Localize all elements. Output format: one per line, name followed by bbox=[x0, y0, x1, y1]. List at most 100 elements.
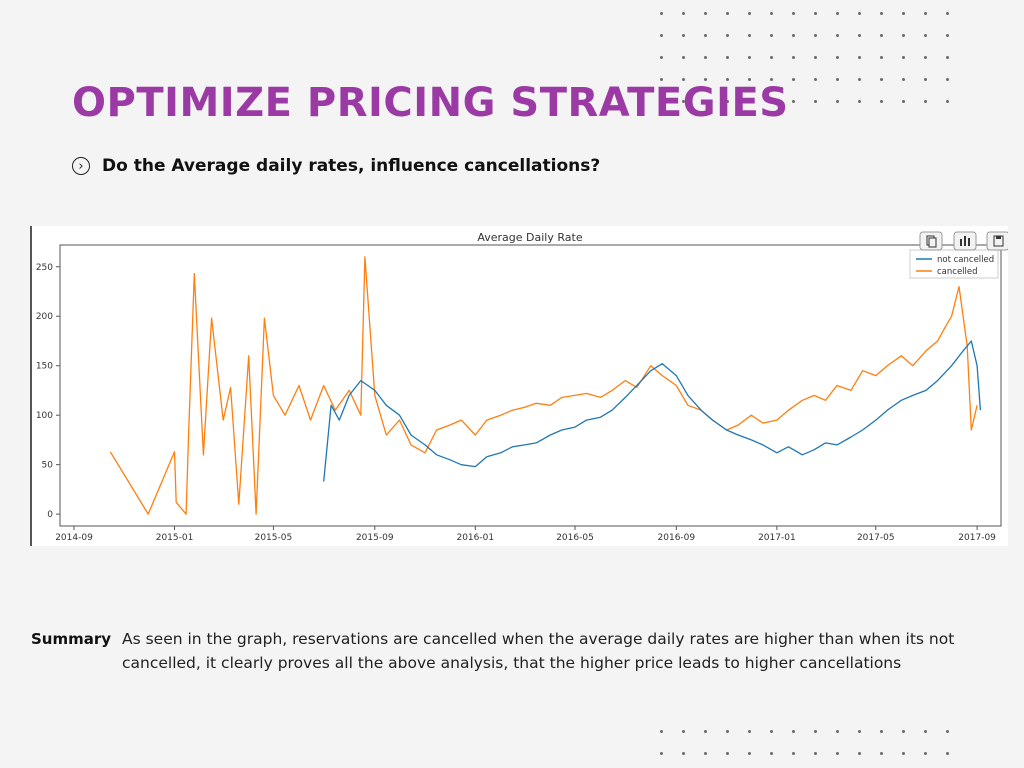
decorative-dot bbox=[748, 12, 751, 15]
decorative-dot bbox=[704, 100, 707, 103]
decorative-dot bbox=[924, 100, 927, 103]
copy-icon[interactable] bbox=[919, 231, 943, 251]
decorative-dot bbox=[924, 78, 927, 81]
decorative-dot bbox=[748, 78, 751, 81]
decorative-dot bbox=[660, 100, 663, 103]
decorative-dot bbox=[814, 752, 817, 755]
decorative-dot bbox=[726, 730, 729, 733]
decorative-dot bbox=[946, 730, 949, 733]
x-tick-label: 2016-01 bbox=[456, 533, 494, 543]
decorative-dot bbox=[858, 34, 861, 37]
decorative-dot bbox=[946, 12, 949, 15]
decorative-dot bbox=[880, 78, 883, 81]
decorative-dot bbox=[682, 752, 685, 755]
x-axis: 2014-09 2015-01 2015-05 2015-09 2016-01 2016-… bbox=[55, 526, 996, 543]
decorative-dot bbox=[880, 100, 883, 103]
decorative-dot bbox=[682, 78, 685, 81]
decorative-dot bbox=[704, 78, 707, 81]
decorative-dot bbox=[836, 78, 839, 81]
decorative-dot bbox=[814, 100, 817, 103]
decorative-dot bbox=[748, 56, 751, 59]
decorative-dot bbox=[924, 56, 927, 59]
decorative-dot bbox=[946, 100, 949, 103]
x-tick-label: 2017-09 bbox=[958, 533, 996, 543]
question-row: › Do the Average daily rates, influence … bbox=[72, 156, 600, 176]
decorative-dot bbox=[902, 752, 905, 755]
decorative-dot bbox=[726, 34, 729, 37]
save-icon[interactable] bbox=[986, 231, 1008, 251]
x-tick-label: 2017-05 bbox=[857, 533, 895, 543]
decorative-dot bbox=[660, 78, 663, 81]
decorative-dot bbox=[814, 730, 817, 733]
x-tick-label: 2015-01 bbox=[156, 533, 194, 543]
decorative-dot bbox=[880, 730, 883, 733]
decorative-dot bbox=[748, 752, 751, 755]
decorative-dot bbox=[660, 34, 663, 37]
decorative-dot bbox=[814, 12, 817, 15]
decorative-dot bbox=[660, 730, 663, 733]
decorative-dot bbox=[682, 730, 685, 733]
legend-label: cancelled bbox=[937, 267, 978, 277]
decorative-dot bbox=[880, 34, 883, 37]
decorative-dot bbox=[924, 730, 927, 733]
decorative-dot bbox=[924, 34, 927, 37]
decorative-dot bbox=[682, 34, 685, 37]
decorative-dot bbox=[704, 730, 707, 733]
decorative-dot bbox=[770, 752, 773, 755]
decorative-dot bbox=[880, 12, 883, 15]
decorative-dot bbox=[858, 12, 861, 15]
decorative-dot bbox=[902, 12, 905, 15]
chart-icon[interactable] bbox=[953, 231, 977, 251]
decorative-dot bbox=[660, 56, 663, 59]
decorative-dot bbox=[726, 78, 729, 81]
decorative-dot bbox=[704, 34, 707, 37]
x-tick-label: 2017-01 bbox=[758, 533, 796, 543]
summary-label: Summary bbox=[31, 630, 112, 648]
decorative-dot bbox=[792, 56, 795, 59]
decorative-dot bbox=[770, 12, 773, 15]
decorative-dot bbox=[946, 78, 949, 81]
decorative-dot bbox=[682, 12, 685, 15]
decorative-dot bbox=[836, 100, 839, 103]
decorative-dot bbox=[836, 12, 839, 15]
x-tick-label: 2016-09 bbox=[658, 533, 696, 543]
decorative-dot bbox=[748, 730, 751, 733]
average-daily-rate-chart: Average Daily Rate 0 50 100 150 200 250 2014-… bbox=[36, 231, 1008, 543]
y-tick-label: 150 bbox=[36, 362, 53, 372]
decorative-dot bbox=[748, 34, 751, 37]
series-line-not-cancelled bbox=[323, 340, 982, 482]
y-tick-label: 100 bbox=[36, 411, 53, 421]
decorative-dot bbox=[748, 100, 751, 103]
decorative-dot bbox=[880, 56, 883, 59]
x-tick-label: 2016-05 bbox=[556, 533, 594, 543]
decorative-dot bbox=[770, 78, 773, 81]
decorative-dot bbox=[792, 730, 795, 733]
decorative-dot bbox=[946, 56, 949, 59]
decorative-dot bbox=[902, 100, 905, 103]
chart-title: Average Daily Rate bbox=[477, 231, 582, 244]
y-tick-label: 0 bbox=[47, 510, 53, 520]
x-tick-label: 2014-09 bbox=[55, 533, 93, 543]
decorative-dot bbox=[726, 100, 729, 103]
decorative-dot bbox=[814, 34, 817, 37]
decorative-dot bbox=[858, 78, 861, 81]
x-tick-label: 2015-09 bbox=[356, 533, 394, 543]
decorative-dot bbox=[902, 78, 905, 81]
series-layer bbox=[109, 256, 982, 515]
decorative-dot bbox=[770, 34, 773, 37]
decorative-dot bbox=[792, 78, 795, 81]
decorative-dot bbox=[792, 100, 795, 103]
chart-legend: not cancelled cancelled bbox=[909, 249, 999, 279]
question-text: Do the Average daily rates, influence ca… bbox=[102, 156, 601, 176]
decorative-dot bbox=[770, 56, 773, 59]
decorative-dot bbox=[726, 12, 729, 15]
decorative-dot bbox=[902, 730, 905, 733]
y-axis: 0 50 100 150 200 250 bbox=[36, 263, 60, 520]
decorative-dot bbox=[946, 752, 949, 755]
decorative-dot bbox=[858, 752, 861, 755]
decorative-dot bbox=[704, 56, 707, 59]
y-tick-label: 50 bbox=[42, 461, 54, 471]
decorative-dot bbox=[792, 34, 795, 37]
decorative-dot bbox=[726, 56, 729, 59]
chart-toolbar bbox=[919, 231, 1008, 251]
